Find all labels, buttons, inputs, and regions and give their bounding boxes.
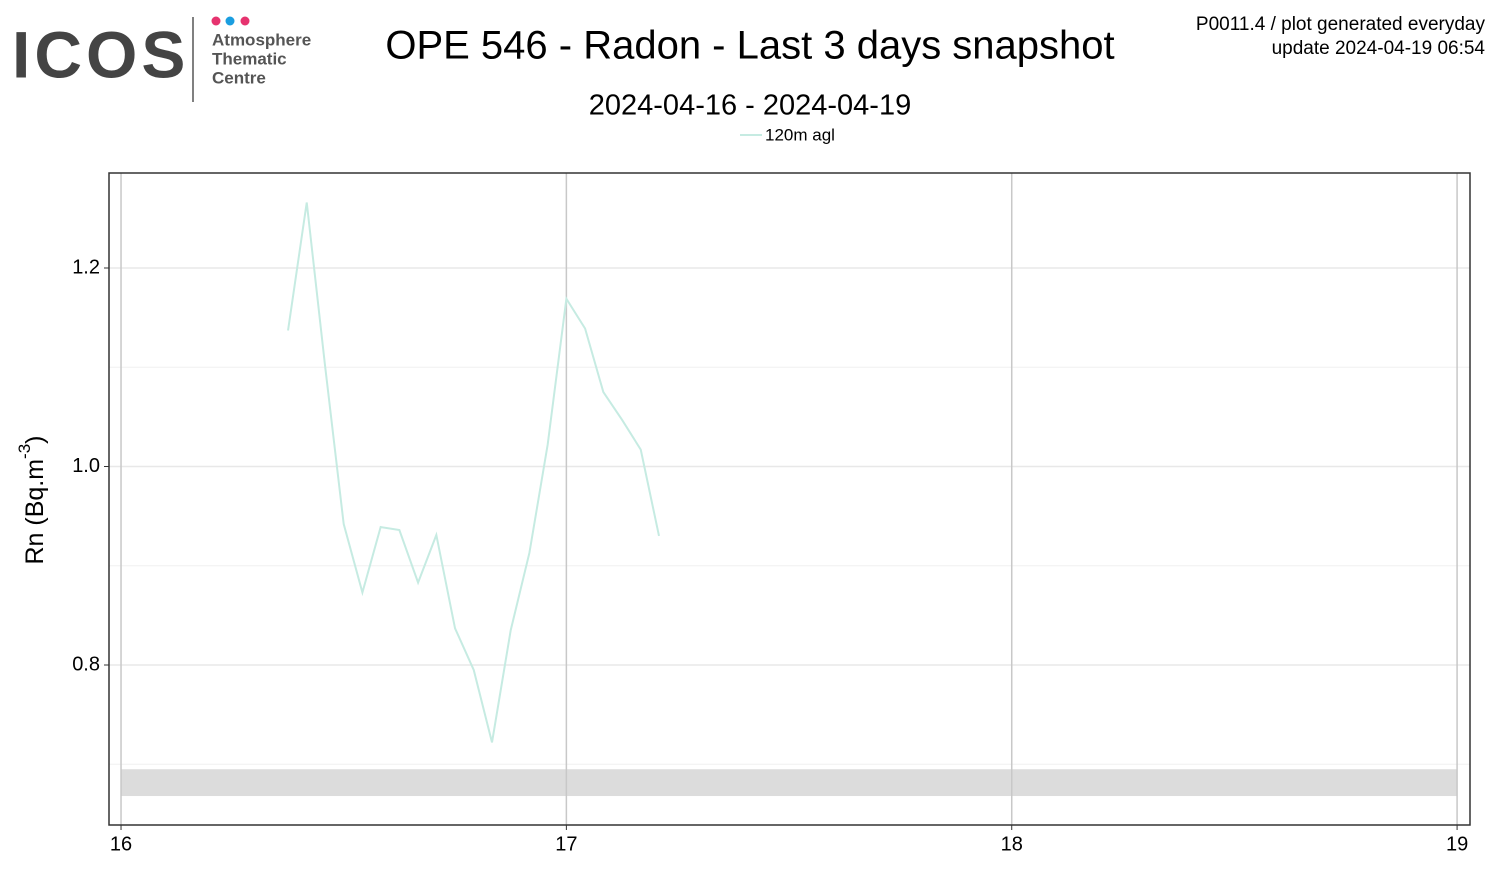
x-tick-label: 19 [1446,833,1468,855]
y-axis-label-part: ) [21,435,49,443]
logo-dot [240,16,250,26]
logo-dot [225,16,235,26]
logo-mark: ICOS [12,17,189,91]
logo-dot [211,16,221,26]
y-axis-label-sup: -3 [15,444,34,459]
logo-text: Thematic [212,49,287,68]
y-axis-label-part: Rn (Bq.m [21,459,49,565]
logo-text: Centre [212,68,266,87]
header-note: update 2024-04-19 06:54 [1272,38,1486,59]
plot-background [109,173,1470,825]
shaded-band [121,769,1458,797]
logo-text: Atmosphere [212,30,311,49]
y-tick-label: 1.0 [72,455,100,477]
chart-subtitle: 2024-04-16 - 2024-04-19 [589,90,911,122]
y-tick-label: 0.8 [72,653,100,675]
plot-border [108,172,1471,826]
legend-label: 120m agl [765,125,835,144]
y-tick-label: 1.2 [72,256,100,278]
chart-title: OPE 546 - Radon - Last 3 days snapshot [385,24,1114,68]
x-tick-label: 17 [555,833,577,855]
data-line [287,202,660,743]
header-note: P0011.4 / plot generated everyday [1196,14,1486,35]
y-axis-label: Rn (Bq.m-3) [15,435,48,564]
x-tick-label: 16 [110,833,132,855]
x-tick-label: 18 [1001,833,1023,855]
